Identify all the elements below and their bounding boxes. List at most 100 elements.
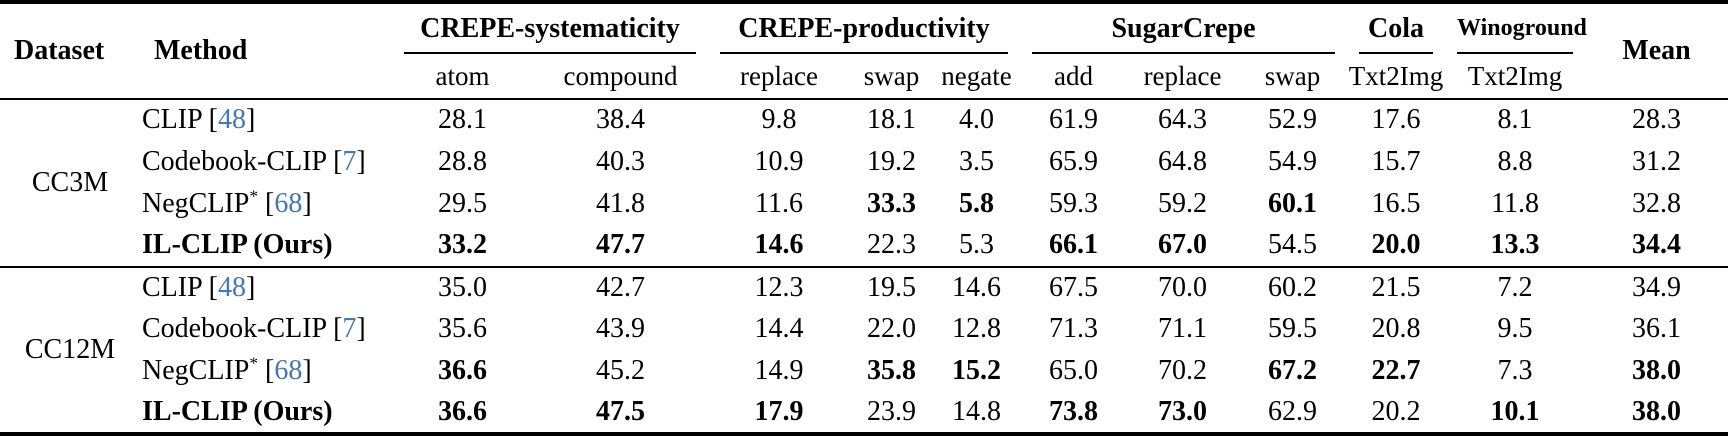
value-cell: 5.8 (959, 187, 995, 219)
value-cell: 59.3 (1049, 187, 1099, 219)
value-cell: 5.3 (959, 229, 995, 261)
dataset-label: CC3M (31, 166, 109, 198)
value-cell: 15.2 (952, 355, 1002, 387)
value-cell: 23.9 (867, 396, 917, 428)
value-cell: 59.2 (1158, 187, 1208, 219)
value-cell: 73.8 (1049, 396, 1099, 428)
value-cell: 64.3 (1158, 104, 1208, 136)
col-header-add: add (1054, 60, 1094, 91)
value-cell: 43.9 (596, 313, 645, 345)
group-label: Cola (1359, 13, 1434, 54)
value-cell: 32.8 (1632, 187, 1682, 219)
value-cell: 54.9 (1268, 145, 1318, 177)
value-cell: 9.5 (1497, 313, 1533, 345)
value-cell: 36.6 (438, 355, 487, 387)
method-label: Codebook-CLIP [7] (142, 145, 366, 177)
table-row: IL-CLIP (Ours) 36.6 47.5 17.9 23.9 14.8 73.8 73… (0, 392, 1728, 434)
value-cell: 29.5 (438, 187, 487, 219)
table-header: Dataset Method CREPE-systematicity CREPE… (0, 2, 1728, 99)
value-cell: 12.3 (754, 271, 804, 303)
table-row: Codebook-CLIP [7] 28.8 40.3 10.9 19.2 3.5 65.9… (0, 141, 1728, 183)
group-header-crepe-productivity: CREPE-productivity (708, 2, 1020, 54)
citation-link[interactable]: 68 (274, 355, 303, 387)
value-cell: 11.8 (1491, 187, 1540, 219)
value-cell: 62.9 (1268, 396, 1318, 428)
value-cell: 34.9 (1632, 271, 1682, 303)
value-cell: 70.0 (1158, 271, 1208, 303)
citation-link[interactable]: 7 (342, 313, 357, 345)
dataset-section-cc3m: CC3M CLIP [48] 28.1 38.4 9.8 18.1 4.0 61.9 64.3 5… (0, 99, 1728, 267)
table-row: Codebook-CLIP [7] 35.6 43.9 14.4 22.0 12.8 71.… (0, 308, 1728, 350)
value-cell: 38.0 (1632, 355, 1682, 387)
value-cell: 20.2 (1371, 396, 1421, 428)
value-cell: 70.2 (1158, 355, 1208, 387)
value-cell: 11.6 (755, 187, 803, 219)
value-cell: 8.1 (1497, 104, 1533, 136)
method-label: NegCLIP* [68] (142, 353, 312, 387)
value-cell: 3.5 (959, 145, 995, 177)
table-row: IL-CLIP (Ours) 33.2 47.7 14.6 22.3 5.3 66.1 67.… (0, 225, 1728, 267)
value-cell: 28.1 (438, 104, 487, 136)
value-cell: 7.2 (1497, 271, 1533, 303)
method-label: IL-CLIP (Ours) (142, 229, 333, 261)
method-label: CLIP [48] (142, 271, 256, 303)
group-label: CREPE-systematicity (404, 13, 697, 54)
value-cell: 71.3 (1049, 313, 1099, 345)
group-header-sugarcrepe: SugarCrepe (1020, 2, 1347, 54)
value-cell: 14.4 (754, 313, 804, 345)
value-cell: 10.9 (754, 145, 804, 177)
value-cell: 4.0 (959, 104, 995, 136)
dataset-section-cc12m: CC12M CLIP [48] 35.0 42.7 12.3 19.5 14.6 67.5 70… (0, 266, 1728, 435)
group-label: CREPE-productivity (720, 13, 1009, 54)
value-cell: 16.5 (1371, 187, 1421, 219)
table-row: NegCLIP* [68] 36.6 45.2 14.9 35.8 15.2 65.0 70.… (0, 350, 1728, 392)
col-header-swap-prod: swap (863, 60, 920, 91)
value-cell: 47.5 (596, 396, 645, 428)
value-cell: 60.2 (1268, 271, 1318, 303)
value-cell: 61.9 (1049, 104, 1099, 136)
superscript-asterisk: * (249, 186, 259, 206)
value-cell: 21.5 (1371, 271, 1421, 303)
citation-link[interactable]: 48 (217, 271, 246, 303)
citation-link[interactable]: 68 (274, 187, 303, 219)
group-header-row: Dataset Method CREPE-systematicity CREPE… (0, 2, 1728, 66)
value-cell: 22.7 (1371, 355, 1421, 387)
value-cell: 36.6 (438, 396, 487, 428)
group-label: SugarCrepe (1032, 13, 1336, 54)
value-cell: 14.6 (754, 229, 804, 261)
value-cell: 33.2 (438, 229, 487, 261)
col-header-replace-prod: replace (740, 60, 818, 91)
value-cell: 52.9 (1268, 104, 1318, 136)
group-header-cola: Cola (1347, 2, 1445, 54)
citation-link[interactable]: 48 (217, 104, 246, 136)
value-cell: 22.3 (867, 229, 917, 261)
value-cell: 35.8 (867, 355, 917, 387)
col-header-atom: atom (435, 60, 490, 91)
value-cell: 59.5 (1268, 313, 1318, 345)
value-cell: 20.8 (1371, 313, 1421, 345)
col-header-txt2img-winoground: Txt2Img (1467, 60, 1563, 91)
value-cell: 38.0 (1632, 396, 1682, 428)
group-header-winoground: Winoground (1445, 2, 1587, 54)
value-cell: 47.7 (596, 229, 645, 261)
value-cell: 9.8 (761, 104, 797, 136)
col-header-replace-sugar: replace (1143, 60, 1222, 91)
value-cell: 67.5 (1049, 271, 1099, 303)
col-header-negate: negate (941, 60, 1012, 91)
value-cell: 17.9 (754, 396, 804, 428)
sub-header-row: atom compound replace swap negate add re… (0, 54, 1728, 99)
value-cell: 35.6 (438, 313, 487, 345)
value-cell: 67.2 (1268, 355, 1318, 387)
method-label: Codebook-CLIP [7] (142, 313, 366, 345)
citation-link[interactable]: 7 (342, 145, 357, 177)
value-cell: 42.7 (596, 271, 645, 303)
value-cell: 45.2 (596, 355, 645, 387)
col-header-mean: Mean (1622, 35, 1691, 66)
col-header-method: Method (154, 35, 248, 66)
value-cell: 54.5 (1268, 229, 1318, 261)
value-cell: 33.3 (867, 187, 917, 219)
value-cell: 22.0 (867, 313, 917, 345)
value-cell: 67.0 (1158, 229, 1208, 261)
value-cell: 40.3 (596, 145, 645, 177)
